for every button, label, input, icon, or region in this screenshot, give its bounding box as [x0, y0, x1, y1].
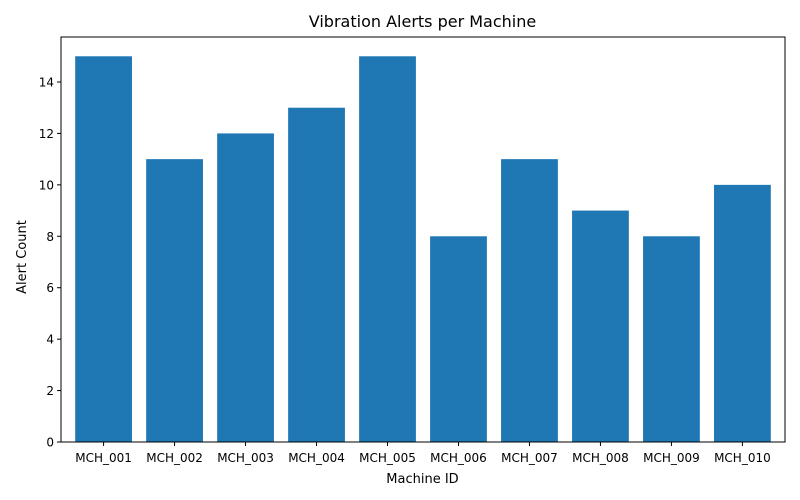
bar-mch_002 [146, 159, 203, 442]
bar-mch_010 [714, 184, 771, 442]
y-tick-label: 12 [39, 127, 54, 141]
bar-mch_008 [572, 210, 629, 442]
y-tick-label: 14 [39, 76, 54, 90]
x-tick-label: MCH_002 [146, 451, 203, 465]
bar-mch_009 [643, 236, 700, 442]
x-tick-label: MCH_008 [572, 451, 629, 465]
x-tick-label: MCH_003 [217, 451, 274, 465]
y-tick-label: 10 [39, 178, 54, 192]
bar-mch_001 [75, 56, 132, 443]
x-tick-label: MCH_009 [643, 451, 700, 465]
y-axis-label: Alert Count [15, 220, 30, 294]
bar-mch_005 [359, 56, 416, 443]
y-tick-label: 4 [46, 333, 54, 347]
x-tick-label: MCH_010 [714, 451, 771, 465]
axes-frame [60, 36, 786, 443]
y-tick-label: 2 [46, 384, 54, 398]
y-tick-label: 6 [46, 281, 54, 295]
x-tick-label: MCH_004 [288, 451, 345, 465]
bar-mch_007 [501, 159, 558, 442]
bar-mch_006 [430, 236, 487, 442]
bar-mch_003 [217, 133, 274, 442]
x-tick-label: MCH_007 [501, 451, 558, 465]
x-tick-label: MCH_001 [75, 451, 132, 465]
chart-title: Vibration Alerts per Machine [309, 12, 536, 31]
y-tick-label: 0 [46, 436, 54, 450]
plot-area: 0 2 4 6 8 10 12 14 MCH_001 MCH_002 MCH_003 MCH_004 M… [39, 36, 786, 465]
bar-mch_004 [288, 107, 345, 442]
x-tick-label: MCH_006 [430, 451, 487, 465]
x-tick-label: MCH_005 [359, 451, 416, 465]
y-tick-label: 8 [46, 230, 54, 244]
x-axis-label: Machine ID [386, 472, 458, 487]
